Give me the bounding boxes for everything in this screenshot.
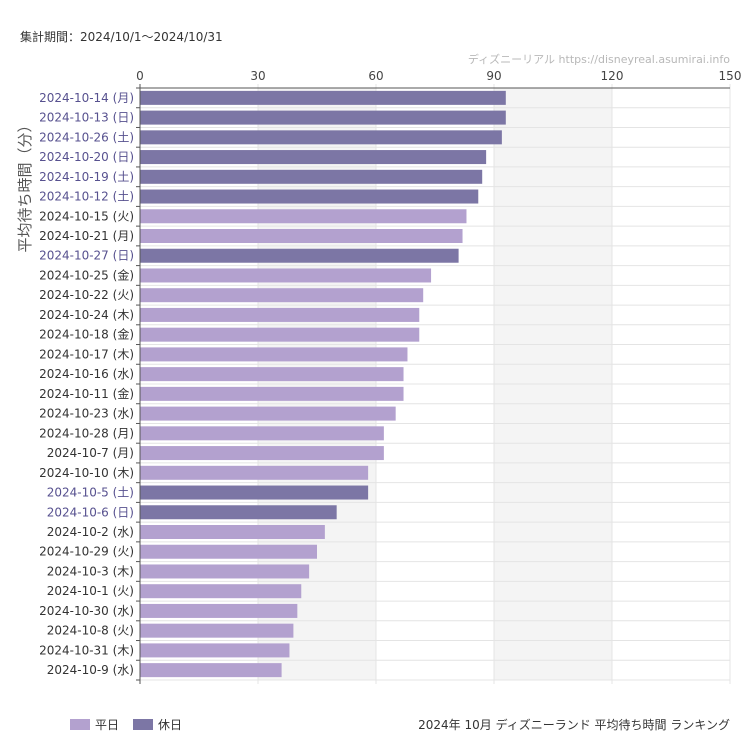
- category-label: 2024-10-11 (金): [39, 386, 134, 401]
- category-label: 2024-10-20 (日): [39, 150, 134, 164]
- category-label: 2024-10-24 (木): [39, 308, 134, 322]
- category-label: 2024-10-2 (水): [47, 525, 134, 539]
- category-label: 2024-10-9 (水): [47, 663, 134, 677]
- category-label: 2024-10-5 (土): [47, 486, 134, 500]
- category-label: 2024-10-8 (火): [47, 624, 134, 638]
- category-label: 2024-10-29 (火): [39, 545, 134, 559]
- legend-swatch-weekday: [70, 719, 90, 730]
- aggregation-period: 集計期間：2024/10/1〜2024/10/31: [20, 29, 223, 44]
- x-axis-ticks: 0 30 60 90 120 150: [136, 69, 741, 83]
- category-label: 2024-10-26 (土): [39, 130, 134, 144]
- bar: [140, 564, 310, 579]
- category-label: 2024-10-21 (月): [39, 229, 134, 243]
- bar: [140, 209, 467, 224]
- category-label: 2024-10-19 (土): [39, 170, 134, 184]
- bar: [140, 465, 369, 480]
- bar: [140, 485, 369, 500]
- bar: [140, 446, 384, 461]
- bar: [140, 229, 463, 243]
- category-labels: 2024-10-14 (月) 2024-10-13 (日) 2024-10-26 (…: [39, 91, 134, 677]
- category-label: 2024-10-1 (火): [47, 584, 134, 598]
- category-label: 2024-10-16 (水): [39, 367, 134, 381]
- category-label: 2024-10-3 (木): [47, 564, 134, 578]
- bar: [140, 426, 384, 441]
- category-label: 2024-10-13 (日): [39, 111, 134, 125]
- bar: [140, 268, 432, 283]
- y-axis-title: 平均待ち時間（分）: [16, 117, 34, 252]
- bar: [140, 307, 420, 322]
- x-tick-label: 0: [136, 69, 144, 83]
- category-label: 2024-10-10 (木): [39, 466, 134, 480]
- bar: [140, 623, 294, 638]
- category-label: 2024-10-12 (土): [39, 190, 134, 204]
- legend-swatch-holiday: [133, 719, 153, 730]
- category-label: 2024-10-28 (月): [39, 426, 134, 440]
- bar: [140, 525, 325, 539]
- legend-label-holiday: 休日: [158, 718, 182, 732]
- x-tick-label: 90: [486, 69, 501, 83]
- bar: [140, 150, 487, 165]
- bar: [140, 288, 424, 303]
- chart-title: 2024年 10月 ディズニーランド 平均待ち時間 ランキング: [418, 717, 730, 732]
- legend: 平日 休日: [70, 718, 182, 732]
- bar: [140, 347, 408, 362]
- horizontal-gridlines: [140, 87, 730, 681]
- bar: [140, 544, 317, 559]
- bar: [140, 367, 404, 382]
- category-label: 2024-10-15 (火): [39, 209, 134, 223]
- bar: [140, 189, 479, 204]
- bar: [140, 169, 483, 184]
- x-tick-label: 120: [601, 69, 624, 83]
- category-label: 2024-10-23 (水): [39, 407, 134, 421]
- watermark: ディズニーリアル https://disneyreal.asumirai.inf…: [468, 52, 730, 66]
- bar: [140, 643, 290, 658]
- legend-label-weekday: 平日: [95, 718, 119, 732]
- category-label: 2024-10-27 (日): [39, 249, 134, 263]
- category-label: 2024-10-17 (木): [39, 347, 134, 361]
- category-label: 2024-10-31 (木): [39, 643, 134, 657]
- bar: [140, 663, 282, 678]
- category-label: 2024-10-30 (水): [39, 604, 134, 618]
- bar: [140, 505, 337, 520]
- category-label: 2024-10-25 (金): [39, 267, 134, 282]
- bar: [140, 248, 459, 263]
- axes: [136, 87, 730, 681]
- bar: [140, 110, 506, 125]
- bar: [140, 130, 502, 145]
- category-label: 2024-10-22 (火): [39, 288, 134, 302]
- category-label: 2024-10-6 (日): [47, 505, 134, 519]
- x-tick-label: 60: [368, 69, 383, 83]
- bar: [140, 603, 298, 618]
- bar: [140, 386, 404, 401]
- bars: [140, 90, 506, 678]
- bar: [140, 406, 396, 421]
- x-tick-label: 30: [250, 69, 265, 83]
- category-label: 2024-10-7 (月): [47, 446, 134, 460]
- bar: [140, 584, 302, 599]
- category-label: 2024-10-18 (金): [39, 327, 134, 342]
- category-label: 2024-10-14 (月): [39, 91, 134, 105]
- bar: [140, 327, 420, 342]
- x-tick-label: 150: [719, 69, 742, 83]
- bar: [140, 90, 506, 105]
